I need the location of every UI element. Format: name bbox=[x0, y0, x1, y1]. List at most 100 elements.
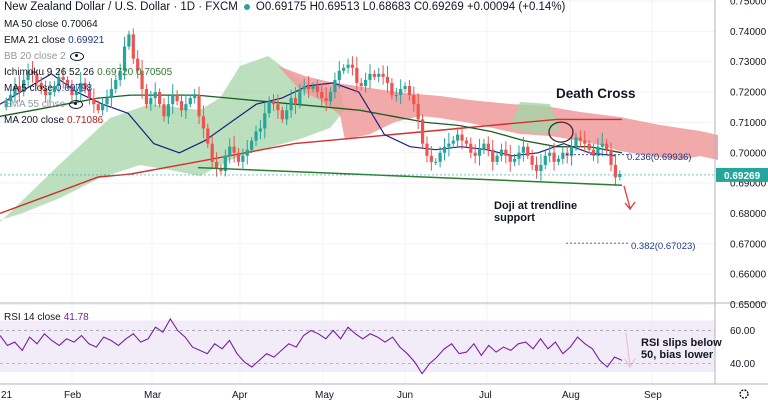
last-price-tag bbox=[716, 167, 768, 182]
candle-body bbox=[214, 161, 219, 168]
candle-body bbox=[57, 76, 61, 86]
candle-body bbox=[394, 95, 398, 97]
candle-body bbox=[254, 131, 258, 141]
rsi-band bbox=[0, 320, 715, 372]
candle-body bbox=[368, 73, 372, 80]
candle-body bbox=[456, 134, 460, 141]
candle-body bbox=[61, 76, 65, 80]
time-tick-label: May bbox=[315, 390, 334, 401]
candle-body bbox=[101, 104, 105, 111]
candle-body bbox=[574, 137, 578, 147]
indicator-legend-ma50[interactable]: MA 50 close 0.70064 bbox=[4, 19, 98, 30]
ohlc-values: O0.69175 H0.69513 L0.68683 C0.69269 +0.0… bbox=[255, 1, 566, 13]
rsi-pane bbox=[0, 317, 715, 375]
death-cross-circle bbox=[548, 121, 574, 143]
candle-body bbox=[447, 143, 451, 147]
cloud-bullish-small bbox=[510, 102, 560, 134]
symbol-title[interactable]: New Zealand Dollar / U.S. Dollar · 1D · … bbox=[4, 1, 238, 13]
candle-body bbox=[517, 152, 521, 159]
candle-body bbox=[513, 158, 517, 162]
candle-body bbox=[162, 104, 166, 117]
candle-body bbox=[613, 164, 618, 178]
candle-body bbox=[105, 98, 109, 105]
candle-body bbox=[521, 146, 525, 153]
candle-body bbox=[618, 173, 622, 178]
candle-body bbox=[127, 34, 131, 47]
candle-body bbox=[245, 149, 249, 156]
indicator-legend-bb[interactable]: BB 20 close 2 bbox=[4, 50, 84, 63]
price-tick-label: 0.73000 bbox=[730, 57, 767, 68]
cloud-bearish bbox=[278, 66, 718, 160]
price-tick-label: 0.69000 bbox=[730, 179, 767, 190]
hidden-eye-icon[interactable] bbox=[69, 51, 84, 61]
price-tick-label: 0.72000 bbox=[730, 88, 767, 99]
time-tick-label: Mar bbox=[144, 390, 162, 401]
candle-body bbox=[403, 85, 407, 90]
candle-body bbox=[223, 155, 227, 171]
candle-body bbox=[548, 152, 552, 156]
candle-body bbox=[355, 67, 359, 83]
candle-body bbox=[530, 155, 534, 165]
candle-body bbox=[144, 89, 149, 105]
candle-body bbox=[79, 82, 83, 93]
candle-body bbox=[491, 149, 495, 162]
indicator-legend-ma5[interactable]: MA 5 close 0.69798 bbox=[4, 83, 93, 94]
ma200-line bbox=[0, 118, 622, 215]
candle-body bbox=[17, 85, 21, 93]
candle-body bbox=[140, 70, 144, 90]
price-tick-label: 0.75000 bbox=[730, 0, 767, 8]
rsi-note-line1: RSI slips below bbox=[641, 337, 722, 349]
candle-body bbox=[420, 119, 425, 144]
candle-body bbox=[74, 92, 78, 96]
candle-body bbox=[495, 155, 499, 162]
time-tick-label: Jun bbox=[397, 390, 413, 401]
candle-body bbox=[434, 161, 438, 163]
candle-body bbox=[219, 167, 223, 171]
candle-body bbox=[307, 85, 311, 90]
candle-body bbox=[293, 98, 298, 105]
candle-body bbox=[96, 104, 100, 111]
candle-body bbox=[188, 98, 192, 105]
candle-body bbox=[22, 79, 26, 93]
candle-body bbox=[381, 73, 385, 77]
indicator-legend-ma200[interactable]: MA 200 close 0.71086 bbox=[4, 115, 104, 126]
candle-body bbox=[412, 95, 416, 105]
doji-label-line2: support bbox=[494, 212, 535, 224]
time-tick-label: Feb bbox=[64, 390, 82, 401]
candle-body bbox=[250, 140, 254, 150]
candle-body bbox=[311, 85, 315, 90]
indicator-legend-ichimoku[interactable]: Ichimoku 9 26 52 26 0.69720 0.70505 bbox=[4, 67, 173, 78]
candle-body bbox=[451, 140, 455, 144]
bearish-arrow-icon bbox=[623, 185, 636, 211]
hidden-eye-icon[interactable] bbox=[69, 99, 84, 109]
candle-body bbox=[52, 85, 57, 93]
candle-body bbox=[175, 95, 179, 102]
price-tick-label: 0.74000 bbox=[730, 27, 767, 38]
candle-body bbox=[556, 158, 561, 162]
indicator-legend-ema21[interactable]: EMA 21 close 0.69921 bbox=[4, 35, 105, 46]
candle-body bbox=[469, 143, 473, 153]
price-tick-label: 0.67000 bbox=[730, 239, 767, 250]
chart-header: New Zealand Dollar / U.S. Dollar · 1D · … bbox=[4, 1, 565, 14]
rsi-legend[interactable]: RSI 14 close 41.78 bbox=[4, 312, 89, 323]
candle-body bbox=[534, 164, 539, 171]
candle-body bbox=[486, 143, 490, 150]
candle-body bbox=[552, 152, 556, 162]
support-trendline bbox=[197, 166, 623, 186]
candle-body bbox=[65, 79, 70, 86]
candle-body bbox=[30, 70, 35, 74]
candle-body bbox=[298, 89, 302, 105]
candle-body bbox=[578, 137, 582, 141]
indicator-legend-ema55[interactable]: EMA 55 close bbox=[4, 98, 84, 111]
candle-body bbox=[328, 92, 333, 102]
candle-body bbox=[87, 89, 92, 99]
candle-body bbox=[92, 98, 96, 105]
candle-body bbox=[526, 146, 530, 156]
candle-body bbox=[44, 89, 48, 96]
death-cross-label: Death Cross bbox=[556, 86, 636, 101]
candle-body bbox=[425, 143, 429, 156]
candle-body bbox=[605, 143, 609, 150]
candle-body bbox=[153, 92, 157, 99]
settings-gear-icon[interactable] bbox=[739, 389, 749, 399]
